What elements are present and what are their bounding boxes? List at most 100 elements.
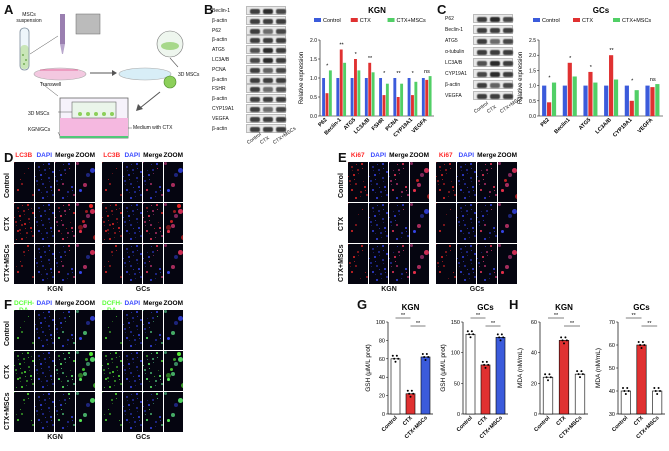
chart-title: GCs (477, 303, 494, 312)
stain-dot (163, 392, 167, 395)
micro-col-head: Ki67 (350, 152, 365, 159)
stain-dot (423, 249, 429, 255)
stain-dot (145, 225, 147, 227)
stain-dot (458, 225, 460, 227)
stain-dot (477, 162, 478, 163)
stain-dot (151, 312, 153, 314)
stain-dot (177, 249, 183, 255)
legend-swatch (314, 18, 321, 22)
stain-dot (146, 354, 149, 357)
stain-dot (124, 184, 126, 186)
blot-b-band-row (246, 94, 286, 104)
micro-image (163, 203, 183, 243)
stain-dot (38, 400, 40, 401)
stain-dot (497, 162, 501, 165)
stain-dot (409, 244, 413, 247)
micro-caption: KGN (47, 286, 63, 293)
blot-c-band (503, 61, 513, 66)
stain-dot (108, 326, 110, 328)
stain-dot (75, 310, 79, 313)
blot-b-band (263, 126, 273, 132)
stain-dot (471, 222, 473, 224)
stain-dot (126, 252, 128, 253)
stain-dot (125, 418, 128, 421)
stain-dot (104, 225, 106, 227)
stain-dot (150, 196, 153, 199)
micro-image (102, 203, 122, 243)
stain-dot (20, 233, 22, 235)
data-point (549, 376, 552, 379)
stain-dot (37, 165, 40, 168)
stain-dot (119, 276, 122, 279)
stain-dot (63, 164, 65, 166)
stain-dot (467, 186, 469, 188)
y-tick-label: 40 (531, 351, 537, 357)
stain-dot (134, 343, 136, 345)
stain-dot (70, 415, 73, 418)
stain-dot (484, 237, 487, 240)
legend-label: CTX+MSCs (397, 18, 426, 24)
micro-image (163, 244, 183, 284)
stain-dot (34, 257, 36, 259)
micro-col-head: Merge (477, 152, 497, 159)
stain-dot (58, 354, 61, 357)
stain-dot (111, 357, 114, 360)
stain-dot (61, 233, 63, 235)
blot-c-band (490, 28, 500, 33)
micro-image (102, 244, 122, 284)
stain-dot (22, 205, 24, 207)
stain-dot (151, 246, 153, 248)
stain-dot (59, 211, 61, 212)
stain-dot (469, 245, 472, 248)
x-tick-label: CTX (633, 415, 645, 427)
stain-dot (42, 205, 44, 207)
blot-c: P62 Beclin-1 ATG5 α-tubulin LC3A/B CYP19A1 β-a… (445, 14, 524, 134)
stain-dot (19, 229, 22, 231)
stain-dot (468, 273, 470, 276)
stain-dot (58, 377, 61, 380)
stain-dot (511, 249, 517, 255)
micro-caption: GCs (135, 286, 151, 293)
micro-image (368, 244, 388, 284)
stain-dot (40, 326, 42, 328)
bar (655, 84, 660, 116)
micro-col-head: Ki67 (438, 152, 453, 159)
stain-dot (473, 231, 475, 232)
stain-dot (471, 263, 473, 265)
stain-dot (396, 196, 399, 199)
stain-dot (144, 221, 147, 223)
stain-dot (351, 270, 354, 273)
micro-image (102, 310, 122, 350)
stain-dot (409, 244, 413, 247)
stain-dot (456, 216, 458, 218)
stain-dot (379, 268, 381, 270)
stain-dot (41, 237, 44, 240)
micro-image (409, 162, 429, 202)
stain-dot (156, 352, 159, 355)
stain-dot (105, 377, 108, 380)
stain-dot (143, 257, 145, 259)
micro-row-label: CTX (4, 365, 11, 379)
stain-dot (350, 184, 352, 186)
stain-dot (109, 331, 112, 334)
stain-dot (479, 266, 481, 268)
stain-dot (436, 175, 438, 177)
stain-dot (163, 351, 167, 354)
stain-dot (477, 244, 478, 245)
stain-dot (140, 383, 142, 386)
stain-dot (382, 167, 384, 169)
stain-dot (129, 183, 132, 186)
stain-dot (116, 315, 118, 317)
stain-dot (360, 277, 362, 279)
stain-dot (374, 192, 376, 194)
stain-dot (405, 231, 407, 232)
stain-dot (55, 323, 57, 325)
stain-dot (150, 265, 153, 268)
stain-dot (378, 214, 380, 216)
stain-dot (37, 395, 40, 398)
stain-dot (60, 363, 63, 366)
micro-image (163, 310, 183, 350)
stain-dot (376, 246, 378, 248)
stain-dot (56, 221, 59, 223)
stain-dot (409, 203, 413, 206)
